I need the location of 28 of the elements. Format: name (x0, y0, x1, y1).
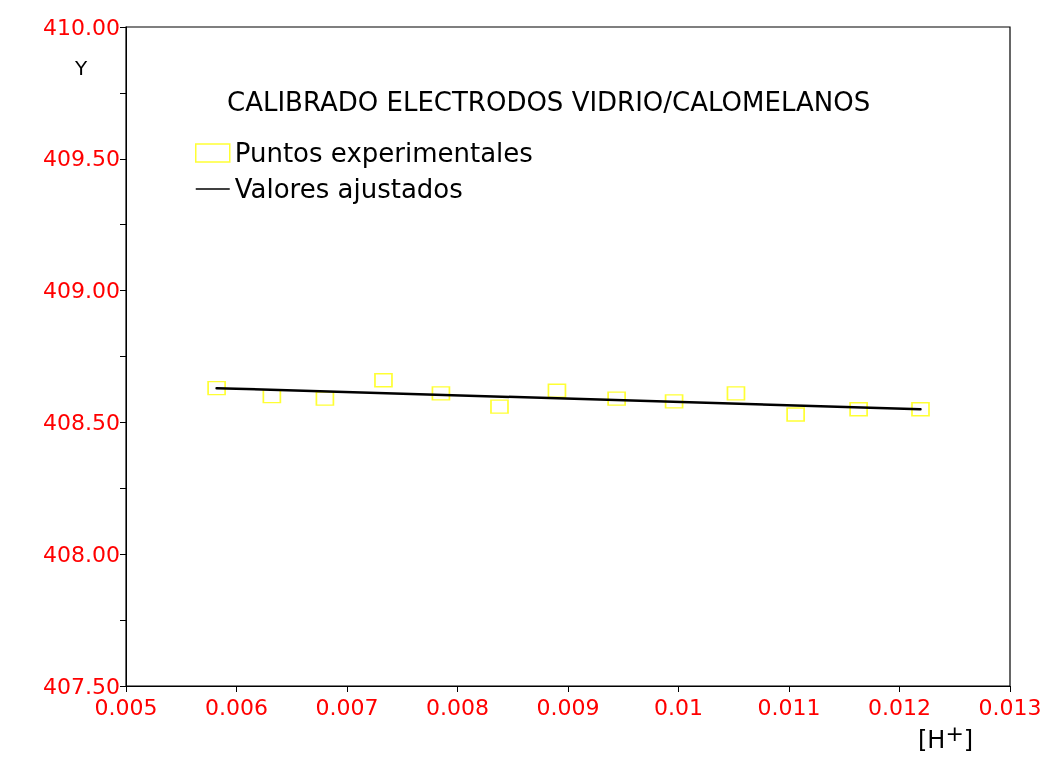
point (664, 394, 684, 409)
y-tick-label: 408.50 (43, 409, 120, 435)
point (207, 380, 226, 396)
y-tick-label: 410.00 (43, 14, 120, 40)
x-tick-label: 0.007 (315, 694, 379, 720)
x-tick-label: 0.01 (654, 694, 703, 720)
y-tick-label: 409.00 (43, 278, 120, 304)
point (374, 372, 393, 388)
y-axis-title: Y (74, 56, 88, 80)
text: CALIBRADO ELECTRODOS VIDRIO/CALOMELANOS (227, 87, 871, 117)
point (726, 386, 746, 401)
legend-label: Valores ajustados (234, 174, 463, 204)
x-axis-title: [H+] (918, 720, 974, 754)
point (431, 386, 451, 401)
y-tick-label: 408.00 (43, 541, 120, 567)
y-tick-label: 409.50 (43, 146, 120, 172)
x-tick-label: 0.011 (757, 694, 821, 720)
point (607, 391, 626, 406)
x-tick-label: 0.012 (868, 694, 931, 720)
x-tick-label: 0.013 (978, 694, 1042, 720)
point (490, 399, 509, 414)
point (849, 401, 868, 417)
x-tick-label: 0.008 (426, 694, 489, 720)
x-tick-label: 0.006 (205, 694, 268, 720)
point (911, 401, 930, 417)
x-tick-label: 0.009 (536, 694, 600, 720)
point (786, 407, 805, 422)
legend-label: Puntos experimentales (234, 138, 533, 168)
